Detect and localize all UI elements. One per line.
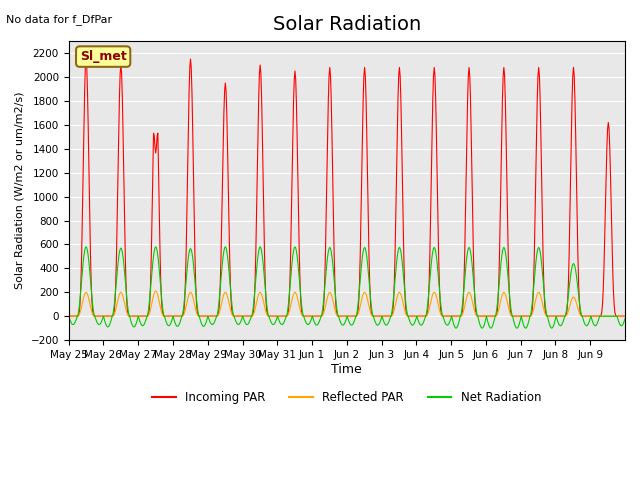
Reflected PAR (436, 309, 444, 315)
Title: Solar Radiation: Solar Radiation (273, 15, 421, 34)
Incoming PAR (82, 56, 90, 62)
Net Radiation (131, 324, 138, 329)
Reflected PAR (621, 313, 629, 319)
Incoming PAR (260, 251, 268, 256)
Incoming PAR (621, 313, 629, 319)
Line: Net Radiation: Net Radiation (68, 247, 625, 328)
Incoming PAR (436, 298, 444, 303)
Net Radiation (452, 325, 460, 331)
Incoming PAR (405, 313, 413, 319)
Reflected PAR (233, 313, 241, 319)
Net Radiation (621, 316, 629, 322)
Reflected PAR (65, 313, 72, 319)
Line: Reflected PAR: Reflected PAR (68, 291, 625, 316)
Incoming PAR (233, 313, 241, 319)
Y-axis label: Solar Radiation (W/m2 or um/m2/s): Solar Radiation (W/m2 or um/m2/s) (15, 92, 25, 289)
Incoming PAR (282, 313, 289, 319)
Text: No data for f_DfPar: No data for f_DfPar (6, 14, 113, 25)
Net Radiation (233, 321, 241, 326)
Reflected PAR (130, 313, 138, 319)
Net Radiation (405, 316, 413, 322)
Text: Sl_met: Sl_met (80, 50, 127, 63)
Line: Incoming PAR: Incoming PAR (68, 59, 625, 316)
Net Radiation (65, 313, 72, 319)
Net Radiation (82, 244, 90, 250)
Incoming PAR (65, 313, 72, 319)
Reflected PAR (405, 313, 413, 319)
Incoming PAR (131, 313, 138, 319)
Legend: Incoming PAR, Reflected PAR, Net Radiation: Incoming PAR, Reflected PAR, Net Radiati… (148, 386, 546, 409)
Net Radiation (436, 294, 444, 300)
X-axis label: Time: Time (332, 362, 362, 376)
Reflected PAR (152, 288, 159, 294)
Reflected PAR (282, 313, 289, 319)
Net Radiation (282, 315, 289, 321)
Reflected PAR (260, 303, 268, 309)
Net Radiation (260, 276, 268, 282)
